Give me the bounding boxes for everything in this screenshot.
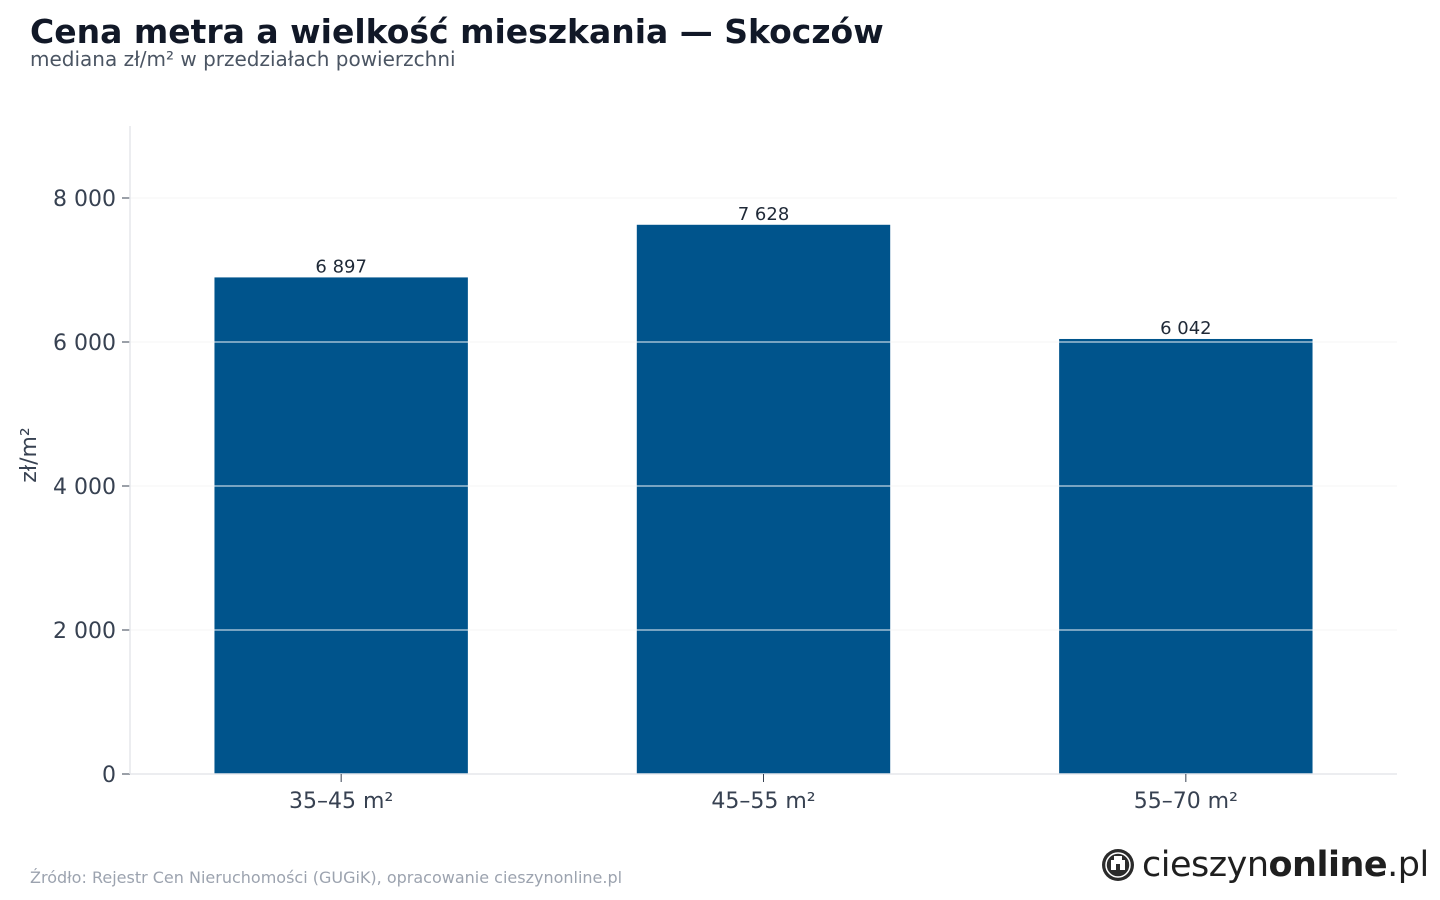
site-logo[interactable]: cieszynonline.pl (1100, 845, 1429, 885)
y-tick-label: 8 000 (53, 187, 116, 212)
bar (1059, 338, 1313, 774)
source-note: Źródło: Rejestr Cen Nieruchomości (GUGiK… (30, 868, 623, 887)
x-tick-label: 35–45 m² (289, 789, 393, 814)
cieszyn-emblem-icon (1102, 849, 1134, 881)
bar-value-label: 6 897 (315, 256, 367, 277)
x-tick-label: 55–70 m² (1134, 789, 1238, 814)
x-tick-label: 45–55 m² (711, 789, 815, 814)
bar (214, 277, 468, 774)
y-tick-label: 4 000 (53, 475, 116, 500)
y-tick-label: 0 (102, 763, 116, 788)
y-tick-label: 2 000 (53, 619, 116, 644)
chart-subtitle: mediana zł/m² w przedziałach powierzchni (30, 47, 456, 71)
chart-title: Cena metra a wielkość mieszkania — Skocz… (30, 12, 884, 51)
bar-value-label: 7 628 (738, 204, 790, 225)
bar (636, 224, 891, 774)
y-axis-label: zł/m² (17, 427, 42, 482)
y-tick-label: 6 000 (53, 331, 116, 356)
logo-wordmark: cieszynonline.pl (1142, 845, 1429, 885)
bar-value-label: 6 042 (1160, 318, 1212, 339)
